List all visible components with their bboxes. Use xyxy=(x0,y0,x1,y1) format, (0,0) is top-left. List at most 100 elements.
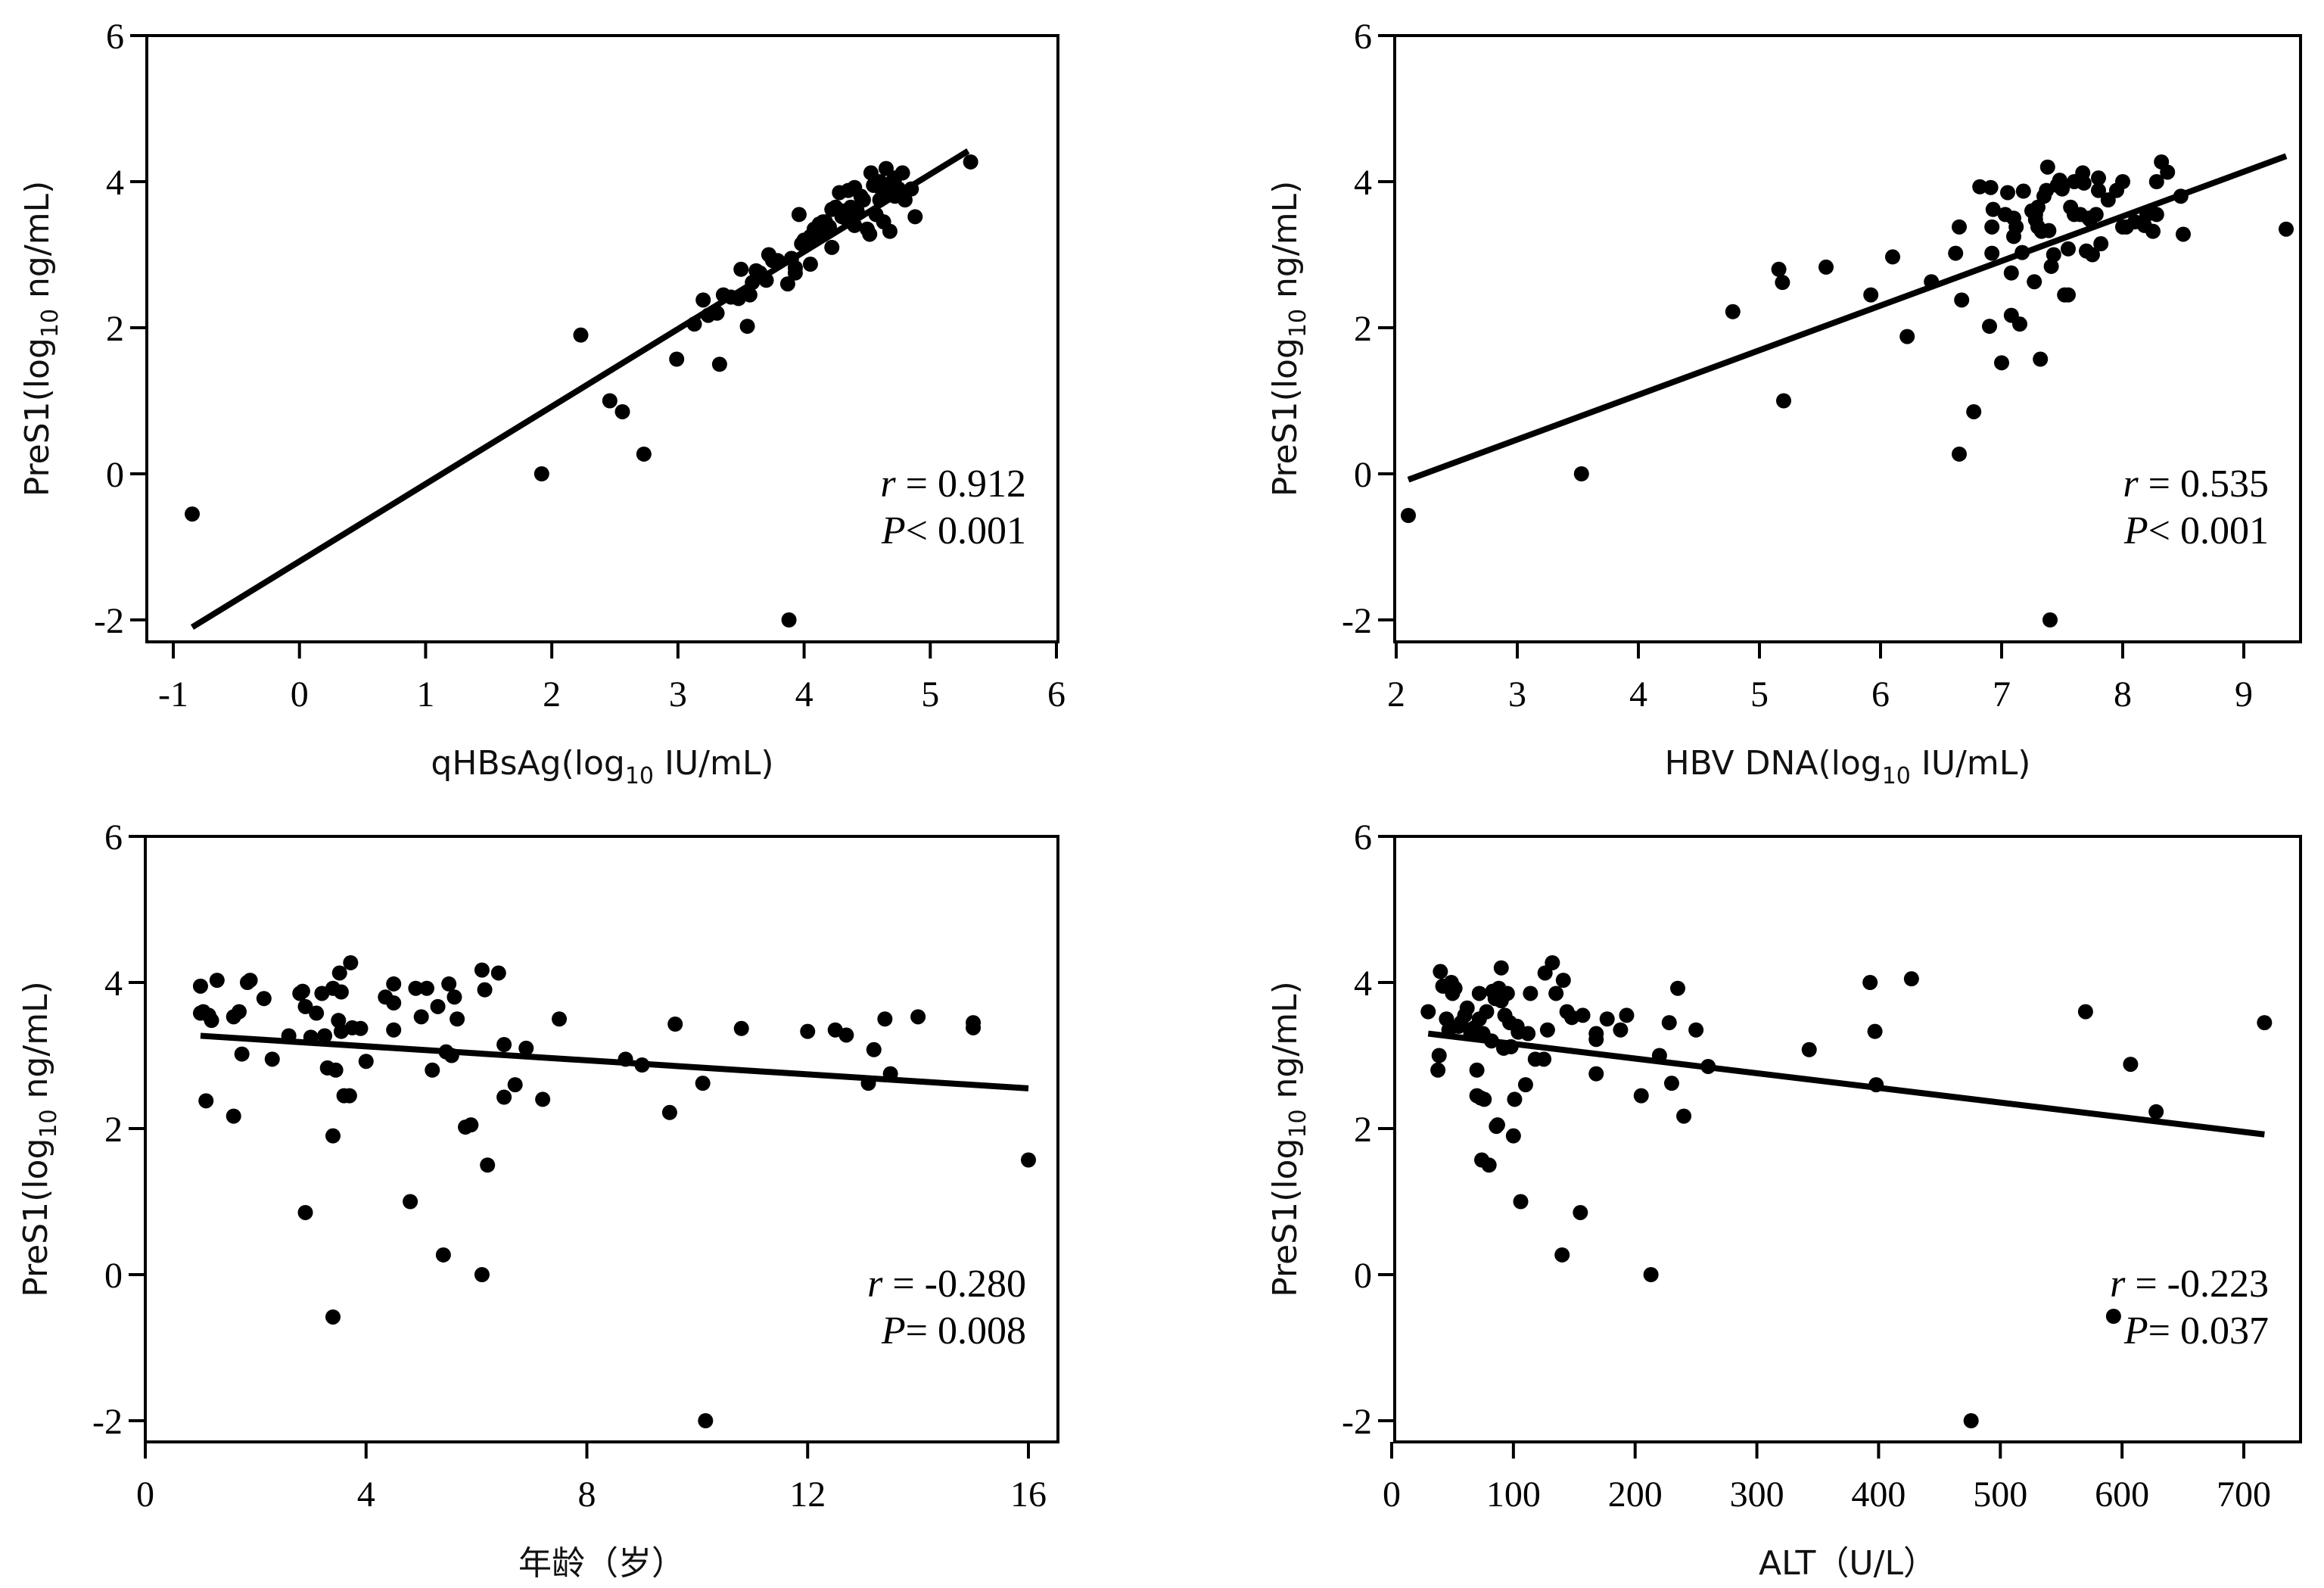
data-point xyxy=(2176,226,2191,242)
data-point xyxy=(1021,1152,1036,1168)
data-point xyxy=(963,154,978,170)
data-point xyxy=(573,327,589,343)
data-point xyxy=(882,1066,898,1082)
data-point xyxy=(343,954,359,970)
data-point xyxy=(1503,1038,1519,1054)
x-axis-title: 年龄（岁） xyxy=(518,1544,685,1583)
stat-p-value: < 0.001 xyxy=(906,509,1026,553)
data-point xyxy=(1688,1022,1704,1038)
data-point xyxy=(636,446,652,462)
data-point xyxy=(739,319,755,335)
data-point xyxy=(2077,1004,2093,1020)
data-point xyxy=(234,1046,250,1062)
x-tick-label: 600 xyxy=(2095,1474,2149,1515)
stat-p-value: = 0.008 xyxy=(906,1309,1026,1353)
data-point xyxy=(1489,1117,1505,1133)
data-point xyxy=(474,962,490,978)
plot-frame xyxy=(144,835,1059,1443)
data-point xyxy=(1966,403,1982,419)
data-point xyxy=(1483,1033,1499,1049)
data-point xyxy=(1430,1062,1446,1078)
stat-r: r = -0.223 xyxy=(2110,1263,2269,1306)
data-point xyxy=(1984,219,2000,235)
stat-r-value: = 0.912 xyxy=(896,462,1026,506)
y-tick-label: 4 xyxy=(1354,964,1372,1004)
data-point xyxy=(2061,287,2076,303)
data-point xyxy=(1885,249,1900,265)
data-point xyxy=(866,1042,882,1057)
data-point xyxy=(1523,985,1538,1001)
data-point xyxy=(534,466,549,481)
data-point xyxy=(1459,1000,1475,1016)
x-tick-label: 12 xyxy=(789,1474,826,1515)
data-point xyxy=(2008,219,2024,235)
panel-alt-vs-pres1: -2 0 2 4 6 0 100 200 300 400 500 600 700 ALT（U/L） PreS… xyxy=(1266,817,2302,1583)
data-point xyxy=(2091,170,2106,186)
data-point xyxy=(748,263,764,279)
data-point xyxy=(1481,1157,1497,1173)
data-point xyxy=(1863,287,1879,303)
data-point xyxy=(1479,1004,1495,1020)
data-point xyxy=(800,1023,816,1039)
data-point xyxy=(907,209,923,225)
data-point xyxy=(477,982,493,998)
data-point xyxy=(490,965,506,981)
data-point xyxy=(1588,1032,1604,1048)
data-point xyxy=(2257,1015,2273,1031)
data-point xyxy=(507,1077,523,1093)
data-point xyxy=(1520,1026,1536,1042)
data-point xyxy=(614,403,630,419)
data-point xyxy=(779,276,795,292)
data-point xyxy=(1599,1011,1615,1027)
data-point xyxy=(802,257,818,272)
data-point xyxy=(897,192,913,208)
data-point xyxy=(2088,207,2104,223)
stat-r: r = 0.912 xyxy=(880,462,1026,506)
regression-line xyxy=(1407,153,2288,483)
data-point xyxy=(2160,164,2176,180)
x-tick-label: 5 xyxy=(1750,674,1769,715)
data-point xyxy=(1471,985,1487,1001)
plot-frame xyxy=(145,34,1059,643)
plot-frame xyxy=(1393,835,2302,1443)
data-point xyxy=(1539,1022,1555,1038)
stat-p-symbol: P xyxy=(2123,1309,2148,1353)
stat-r-symbol: r xyxy=(880,462,896,506)
data-point xyxy=(1952,446,1967,462)
stat-r-symbol: r xyxy=(2110,1263,2126,1306)
x-axis-title-main: HBV DNA(log xyxy=(1665,744,1882,783)
data-point xyxy=(198,1093,214,1109)
data-point xyxy=(834,203,850,219)
x-tick-label: 0 xyxy=(136,1474,154,1515)
x-axis-title: ALT（U/L） xyxy=(1759,1544,1937,1583)
y-axis-title-subscript: 10 xyxy=(36,1109,62,1138)
data-point xyxy=(2041,223,2057,238)
data-point xyxy=(878,160,894,176)
data-point xyxy=(2039,159,2055,175)
data-point xyxy=(855,192,871,208)
data-point xyxy=(1801,1042,1817,1057)
data-point xyxy=(838,1027,854,1043)
data-point xyxy=(2043,258,2059,274)
data-point xyxy=(2279,221,2294,237)
data-point xyxy=(2145,223,2161,239)
data-point xyxy=(463,1117,479,1133)
data-point xyxy=(1447,980,1463,996)
x-tick-label: 7 xyxy=(1993,674,2011,715)
data-point xyxy=(758,272,774,288)
data-point xyxy=(2014,244,2030,260)
data-point xyxy=(435,1247,451,1263)
data-point xyxy=(1963,1413,1979,1428)
stat-r-value: = -0.280 xyxy=(882,1263,1026,1306)
data-point xyxy=(2055,181,2070,197)
data-point xyxy=(2091,182,2106,198)
y-tick-label: -2 xyxy=(94,601,124,641)
data-point xyxy=(303,1029,319,1045)
data-point xyxy=(325,1309,341,1325)
data-point xyxy=(1994,355,2009,371)
data-point xyxy=(418,980,434,996)
data-point xyxy=(877,1011,893,1027)
stat-r-value: = -0.223 xyxy=(2125,1263,2269,1306)
